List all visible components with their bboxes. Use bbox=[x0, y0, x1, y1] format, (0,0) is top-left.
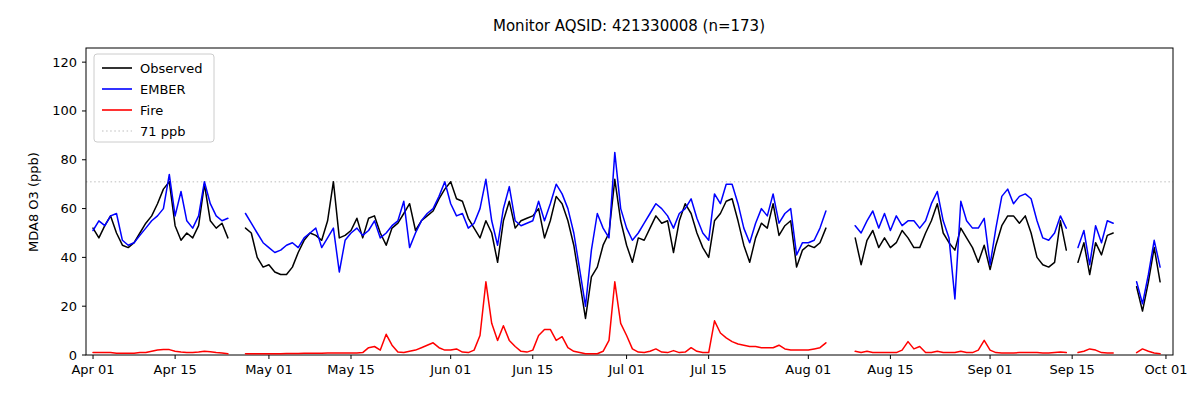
y-tick-label: 0 bbox=[69, 348, 77, 363]
x-tick-label: Jul 15 bbox=[689, 362, 726, 377]
chart-figure: Monitor AQSID: 421330008 (n=173) MDA8 O3… bbox=[0, 0, 1200, 400]
x-tick-label: Aug 01 bbox=[785, 362, 831, 377]
x-tick-label: Sep 15 bbox=[1050, 362, 1095, 377]
x-tick-label: Oct 01 bbox=[1144, 362, 1187, 377]
plot-border bbox=[86, 48, 1173, 355]
y-tick-label: 20 bbox=[60, 299, 77, 314]
chart-line-observed bbox=[93, 179, 1160, 318]
legend-label-71-ppb: 71 ppb bbox=[140, 124, 185, 139]
chart-title: Monitor AQSID: 421330008 (n=173) bbox=[493, 17, 765, 35]
x-tick-label: Jun 01 bbox=[429, 362, 471, 377]
x-tick-label: May 15 bbox=[327, 362, 375, 377]
y-tick-label: 120 bbox=[52, 55, 77, 70]
y-axis-label: MDA8 O3 (ppb) bbox=[26, 152, 41, 252]
timeseries-chart: Monitor AQSID: 421330008 (n=173) MDA8 O3… bbox=[0, 0, 1200, 400]
y-tick-label: 100 bbox=[52, 103, 77, 118]
x-tick-label: Apr 01 bbox=[71, 362, 114, 377]
y-tick-label: 80 bbox=[60, 152, 77, 167]
legend-label-ember: EMBER bbox=[140, 82, 186, 97]
y-tick-label: 60 bbox=[60, 201, 77, 216]
x-tick-label: Apr 15 bbox=[154, 362, 197, 377]
x-tick-label: Aug 15 bbox=[867, 362, 913, 377]
x-tick-label: Jul 01 bbox=[607, 362, 644, 377]
plot-area: Apr 01 Apr 15 May 01 May 15 Jun 01 Jun 15 Jul … bbox=[52, 48, 1187, 377]
legend-label-fire: Fire bbox=[140, 103, 163, 118]
legend-label-observed: Observed bbox=[140, 61, 203, 76]
x-tick-label: May 01 bbox=[245, 362, 293, 377]
y-tick-label: 40 bbox=[60, 250, 77, 265]
x-tick-label: Jun 15 bbox=[511, 362, 553, 377]
chart-line-fire bbox=[93, 282, 1160, 354]
x-tick-label: Sep 01 bbox=[967, 362, 1012, 377]
